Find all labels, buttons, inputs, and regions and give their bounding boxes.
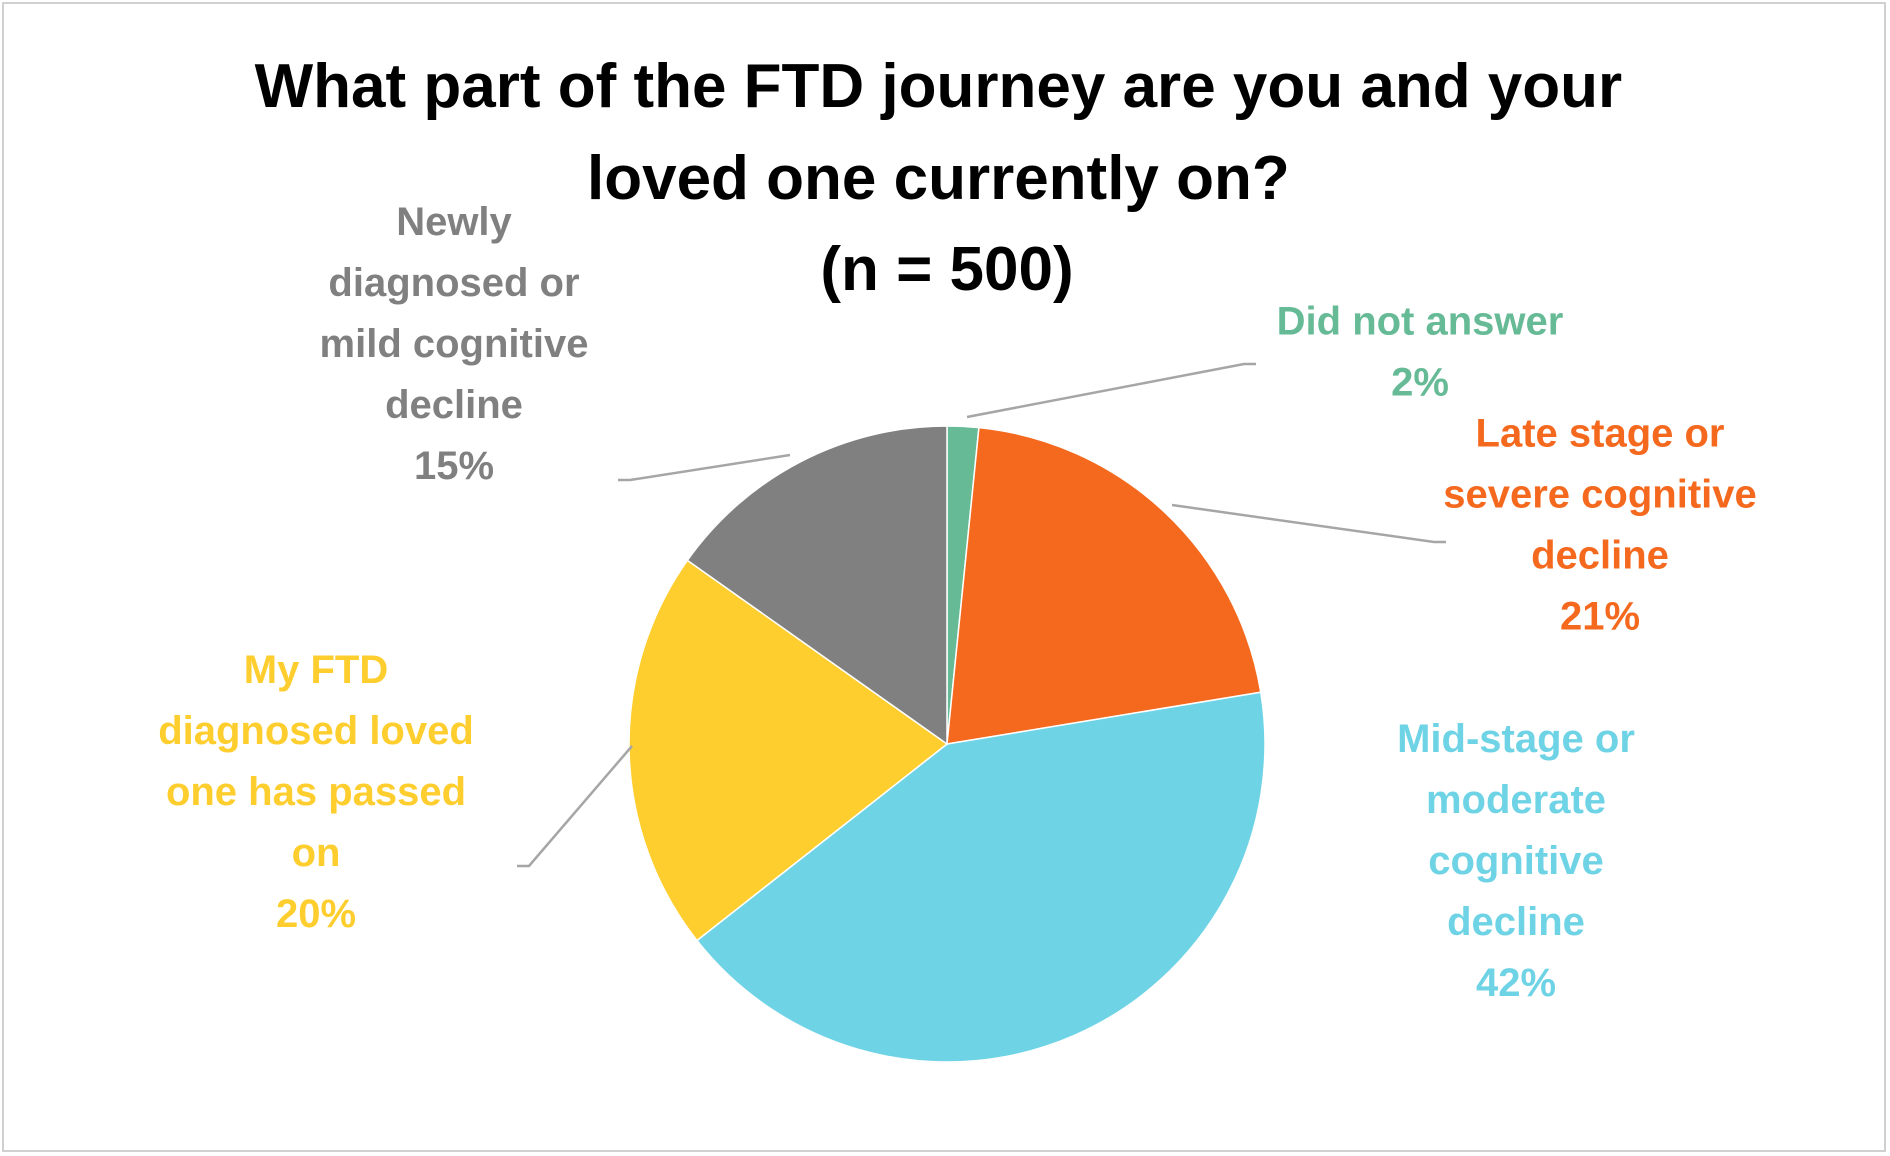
data-label-late-stage: Late stage or severe cognitive decline 21%	[1443, 412, 1757, 639]
data-label-category-line: decline	[1531, 534, 1669, 578]
data-label-category-line: decline	[385, 383, 523, 427]
data-label-category-line: decline	[1447, 900, 1585, 944]
data-label-newly-diagnosed: Newly diagnosed or mild cognitive decline 15…	[320, 200, 589, 488]
data-label-percent: 42%	[1476, 961, 1556, 1005]
data-label-percent: 2%	[1391, 361, 1449, 405]
data-label-did-not-answer: Did not answer 2%	[1277, 300, 1564, 405]
data-label-category-line: diagnosed or	[328, 261, 579, 305]
data-labels: Did not answer 2% Late stage or severe cogn…	[158, 200, 1757, 1005]
leader-line-late-stage	[1171, 503, 1446, 544]
data-label-category-line: severe cognitive	[1443, 473, 1757, 517]
leader-line-newly-diagnosed	[618, 453, 791, 482]
data-label-category-line: cognitive	[1428, 839, 1604, 883]
data-label-category-line: Newly	[396, 200, 512, 244]
chart-title: What part of the FTD journey are you and…	[255, 52, 1640, 304]
data-label-category-line: Did not answer	[1277, 300, 1564, 344]
pie-slices	[628, 425, 1266, 1063]
pie-slice-passed-on	[628, 559, 949, 942]
data-label-mid-stage: Mid-stage or moderate cognitive decline 42%	[1397, 717, 1635, 1005]
pie-chart: What part of the FTD journey are you and…	[158, 52, 1757, 1063]
chart-title-line-1: What part of the FTD journey are you and…	[255, 52, 1623, 121]
data-label-passed-on: My FTD diagnosed loved one has passed on 20%	[158, 648, 474, 936]
data-label-percent: 15%	[414, 444, 494, 488]
data-label-category-line: My FTD	[244, 648, 388, 692]
data-label-percent: 21%	[1560, 595, 1640, 639]
data-label-category-line: one has passed	[166, 770, 466, 814]
leader-line-did-not-answer	[966, 362, 1256, 419]
data-label-category-line: diagnosed loved	[158, 709, 474, 753]
data-label-category-line: mild cognitive	[320, 322, 589, 366]
leader-line-passed-on	[517, 745, 633, 868]
pie-slice-mid-stage	[695, 691, 1266, 1063]
leader-lines	[517, 362, 1446, 868]
chart-title-line-2: loved one currently on?	[587, 144, 1290, 213]
data-label-category-line: Mid-stage or	[1397, 717, 1635, 761]
data-label-category-line: moderate	[1426, 778, 1606, 822]
chart-title-line-3: (n = 500)	[820, 235, 1073, 304]
data-label-category-line: Late stage or	[1476, 412, 1725, 456]
pie-slice-newly-diagnosed	[686, 425, 948, 746]
pie-slice-late-stage	[946, 426, 1262, 745]
data-label-category-line: on	[292, 831, 341, 875]
data-label-percent: 20%	[276, 892, 356, 936]
